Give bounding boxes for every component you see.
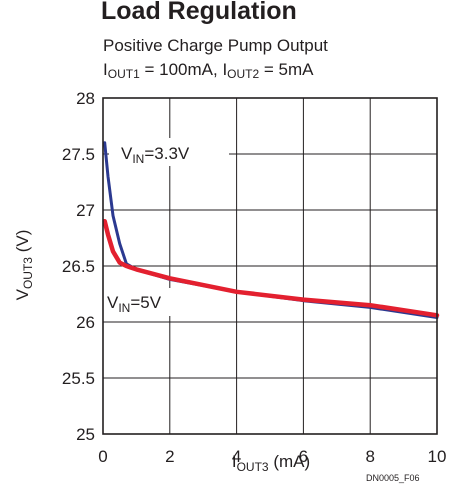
x-axis-label-main: I bbox=[232, 452, 237, 471]
y-axis-label-sub: OUT3 bbox=[21, 257, 35, 289]
y-tick-label: 27.5 bbox=[62, 145, 95, 164]
cond-i2-main: I bbox=[222, 60, 228, 79]
tick-labels: 0 2 4 6 8 10 25 25.5 26 26.5 27 27.5 28 bbox=[62, 89, 447, 466]
x-tick-label: 8 bbox=[365, 447, 374, 466]
x-tick-label: 0 bbox=[98, 447, 107, 466]
plot-frame bbox=[102, 97, 438, 435]
x-tick-label: 6 bbox=[299, 447, 308, 466]
y-tick-label: 25 bbox=[76, 425, 95, 444]
series-lines bbox=[102, 141, 440, 319]
series-label-33v-main: V bbox=[121, 144, 133, 163]
cond-i2-sub: OUT2 bbox=[227, 67, 260, 81]
series-label-33v: VIN=3.3V bbox=[121, 144, 190, 166]
series-label-5v-main: V bbox=[107, 293, 119, 312]
y-tick-label: 28 bbox=[76, 89, 95, 108]
series-line-vin-5v bbox=[102, 218, 440, 318]
y-tick-label: 26 bbox=[76, 313, 95, 332]
series-label-33v-rest: =3.3V bbox=[144, 144, 190, 163]
series-label-5v: VIN=5V bbox=[107, 293, 162, 315]
y-axis-label: VOUT3 (V) bbox=[13, 230, 35, 301]
figure-code: DN0005_F06 bbox=[366, 473, 420, 483]
y-axis-label-main: V bbox=[13, 288, 32, 300]
cond-i1-main: I bbox=[103, 60, 108, 79]
y-tick-label: 25.5 bbox=[62, 369, 95, 388]
x-axis-label-rest: (mA) bbox=[269, 452, 311, 471]
x-tick-label: 10 bbox=[428, 447, 447, 466]
y-axis-label-rest: (V) bbox=[13, 230, 32, 257]
cond-i1-rest: = 100mA, bbox=[139, 60, 223, 79]
x-tick-label: 4 bbox=[232, 447, 241, 466]
series-label-5v-sub: IN bbox=[118, 301, 130, 315]
x-axis-label: IOUT3 (mA) bbox=[232, 452, 310, 474]
series-label-5v-rest: =5V bbox=[130, 293, 161, 312]
x-axis-label-sub: OUT3 bbox=[237, 460, 269, 474]
cond-i2-rest: = 5mA bbox=[259, 60, 314, 79]
cond-i1-sub: OUT1 bbox=[107, 67, 140, 81]
chart-subtitle: Positive Charge Pump Output bbox=[103, 36, 328, 55]
series-label-bg-5v bbox=[104, 288, 176, 316]
series-label-33v-sub: IN bbox=[132, 152, 144, 166]
y-tick-label: 26.5 bbox=[62, 257, 95, 276]
series-label-bg-33v bbox=[109, 138, 229, 166]
y-tick-label: 27 bbox=[76, 201, 95, 220]
test-conditions: IOUT1 = 100mA, IOUT2 = 5mA bbox=[103, 60, 314, 81]
chart-title: Load Regulation bbox=[101, 0, 297, 25]
x-tick-label: 2 bbox=[165, 447, 174, 466]
